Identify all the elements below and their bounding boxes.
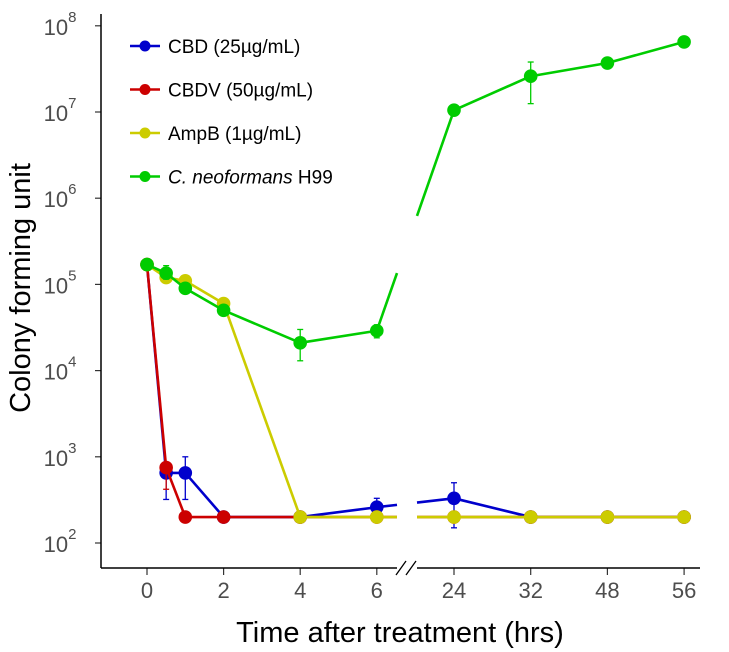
series-group — [140, 35, 691, 529]
data-point — [178, 510, 193, 524]
series-line-segment — [530, 61, 608, 78]
y-tick-label: 107 — [44, 95, 77, 126]
data-point — [523, 510, 538, 524]
x-axis-title: Time after treatment (hrs) — [236, 617, 564, 649]
y-tick-label: 103 — [44, 440, 77, 471]
data-point — [370, 500, 384, 515]
x-tick-label: 2 — [217, 578, 229, 603]
data-point — [216, 303, 231, 318]
series-line-segment — [375, 272, 399, 332]
y-tick-label: 102 — [44, 526, 77, 557]
x-tick-label: 4 — [294, 578, 306, 603]
legend-marker — [139, 40, 151, 52]
x-tick-label: 6 — [371, 578, 383, 603]
data-point — [159, 266, 173, 280]
x-tick-label: 32 — [518, 578, 542, 603]
series-3 — [140, 35, 691, 362]
legend-label: AmpB (1µg/mL) — [168, 124, 301, 145]
legend-label: CBD (25µg/mL) — [168, 37, 300, 58]
series-line-segment — [453, 497, 532, 519]
data-point — [370, 510, 384, 524]
series-2 — [140, 257, 691, 524]
legend-item: AmpB (1µg/mL) — [130, 124, 301, 145]
series-line-segment — [607, 40, 685, 65]
series-line-segment — [222, 303, 302, 518]
data-point — [293, 336, 308, 350]
legend-marker — [139, 171, 151, 182]
data-point — [178, 466, 193, 480]
x-tick-label: 24 — [442, 578, 466, 603]
data-point — [523, 69, 538, 84]
axis-break-icon — [395, 560, 417, 576]
data-point — [677, 35, 691, 49]
legend-label: CBDV (50µg/mL) — [168, 81, 313, 102]
data-point — [293, 510, 308, 524]
data-point — [159, 460, 173, 475]
legend-item: CBD (25µg/mL) — [130, 37, 300, 58]
y-tick-label: 108 — [44, 9, 77, 40]
data-point — [140, 257, 154, 272]
legend: CBD (25µg/mL) CBDV (50µg/mL) AmpB (1µg/mL)… — [130, 37, 333, 189]
y-tick-label: 105 — [44, 267, 77, 298]
series-line-segment — [164, 467, 187, 518]
data-point — [447, 103, 461, 117]
x-tick-label: 56 — [672, 578, 696, 603]
data-point — [677, 510, 691, 524]
data-point — [216, 510, 231, 524]
x-axis-ticks: 0 2 4 6 24 32 48 56 — [141, 568, 696, 603]
x-tick-label: 48 — [595, 578, 619, 603]
data-point — [447, 491, 461, 506]
legend-marker — [139, 84, 151, 95]
data-point — [370, 323, 384, 338]
legend-item: CBDV (50µg/mL) — [130, 81, 313, 102]
y-axis-title: Colony forming unit — [5, 163, 37, 413]
legend-label: C. neoformans H99 — [168, 168, 333, 189]
series-line-segment — [223, 309, 301, 345]
data-point — [600, 510, 615, 524]
y-axis-ticks: 102 103 104 105 106 107 108 — [44, 9, 101, 557]
data-point — [447, 510, 461, 524]
x-tick-label: 0 — [141, 578, 153, 603]
series-line-segment — [300, 505, 377, 519]
y-tick-label: 106 — [44, 181, 77, 212]
data-point — [178, 281, 193, 296]
series-line-segment — [415, 109, 456, 217]
series-line-segment — [453, 75, 532, 112]
series-line-segment — [184, 279, 225, 305]
y-tick-label: 104 — [44, 354, 77, 385]
axis-break-gap — [397, 560, 417, 576]
series-line-segment — [184, 472, 225, 518]
data-point — [600, 56, 615, 70]
series-line-segment — [184, 287, 225, 312]
legend-item: C. neoformans H99 — [130, 168, 333, 189]
legend-marker — [139, 127, 151, 139]
series-line-segment — [145, 264, 168, 468]
series-line-segment — [299, 329, 378, 345]
